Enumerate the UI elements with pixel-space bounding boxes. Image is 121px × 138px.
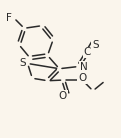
Text: N: N [80, 62, 88, 71]
Text: C: C [83, 47, 91, 57]
Text: S: S [92, 40, 99, 50]
Text: O: O [78, 73, 86, 83]
Text: S: S [19, 59, 26, 68]
Text: O: O [59, 91, 67, 101]
Text: F: F [6, 13, 12, 23]
